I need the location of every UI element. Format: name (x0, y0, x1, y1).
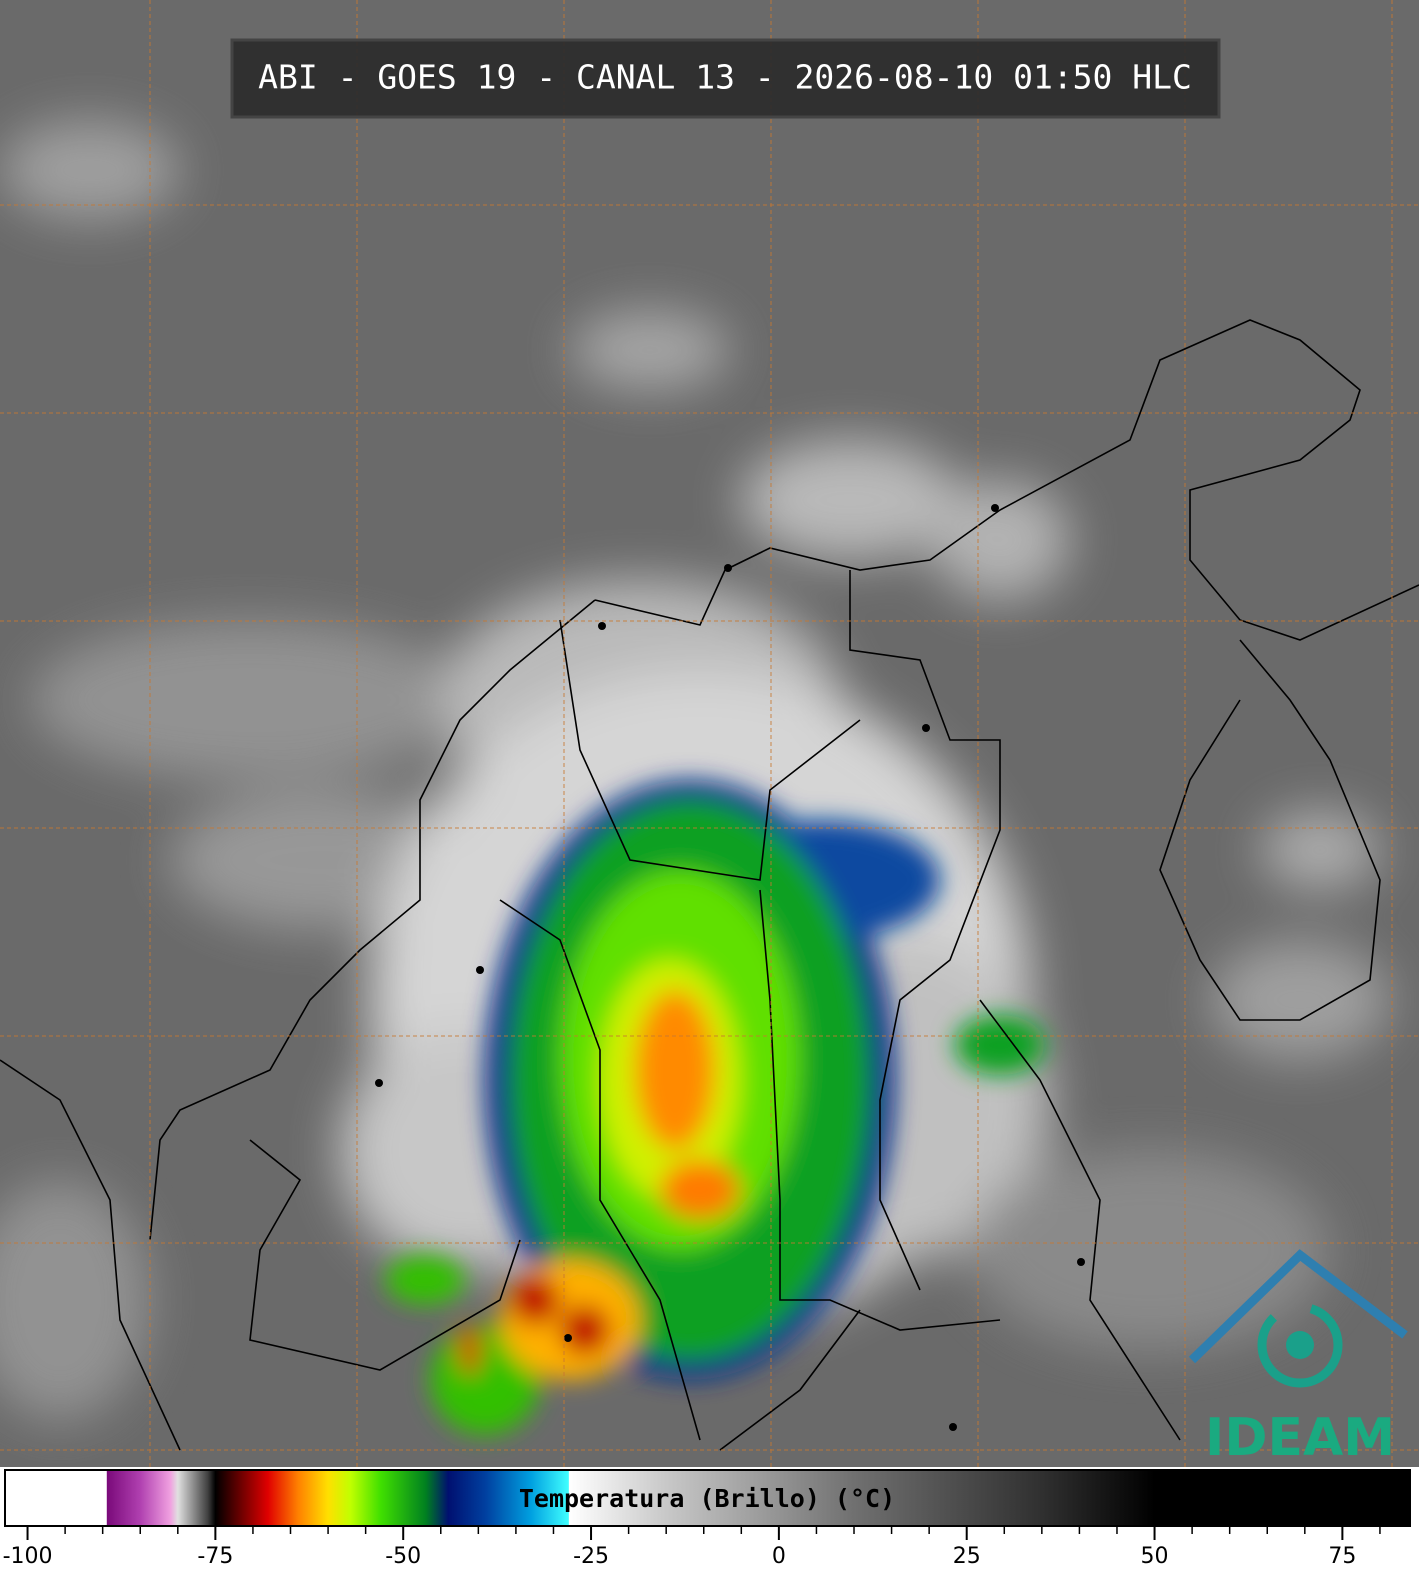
tick-label: -100 (3, 1544, 53, 1569)
cities (375, 504, 1085, 1431)
logo-text: IDEAM (1205, 1408, 1395, 1468)
colorbar-bar (4, 1469, 1411, 1527)
tick-label: 0 (772, 1544, 786, 1569)
boundaries (0, 319, 1419, 1451)
colorbar-label: Temperatura (Brillo) (°C) (519, 1484, 895, 1513)
graticule (0, 0, 1419, 1467)
tick-label: 50 (1141, 1544, 1169, 1569)
tick-label: 75 (1328, 1544, 1356, 1569)
tick-label: -75 (197, 1544, 233, 1569)
tick-label: 25 (953, 1544, 981, 1569)
title: ABI - GOES 19 - CANAL 13 - 2026-08-10 01… (258, 58, 1192, 97)
colorbar: Temperatura (Brillo) (°C) -100 -75 -50 -25 0… (3, 1469, 1411, 1569)
convective-storm (385, 780, 1045, 1435)
tick-label: -25 (573, 1544, 609, 1569)
title-box (230, 38, 1221, 119)
tick-label: -50 (385, 1544, 421, 1569)
satellite-map: IDEAM ABI - GOES 19 - CANAL 13 - 2026-08… (0, 0, 1419, 1468)
ideam-logo: IDEAM (1188, 1249, 1408, 1468)
